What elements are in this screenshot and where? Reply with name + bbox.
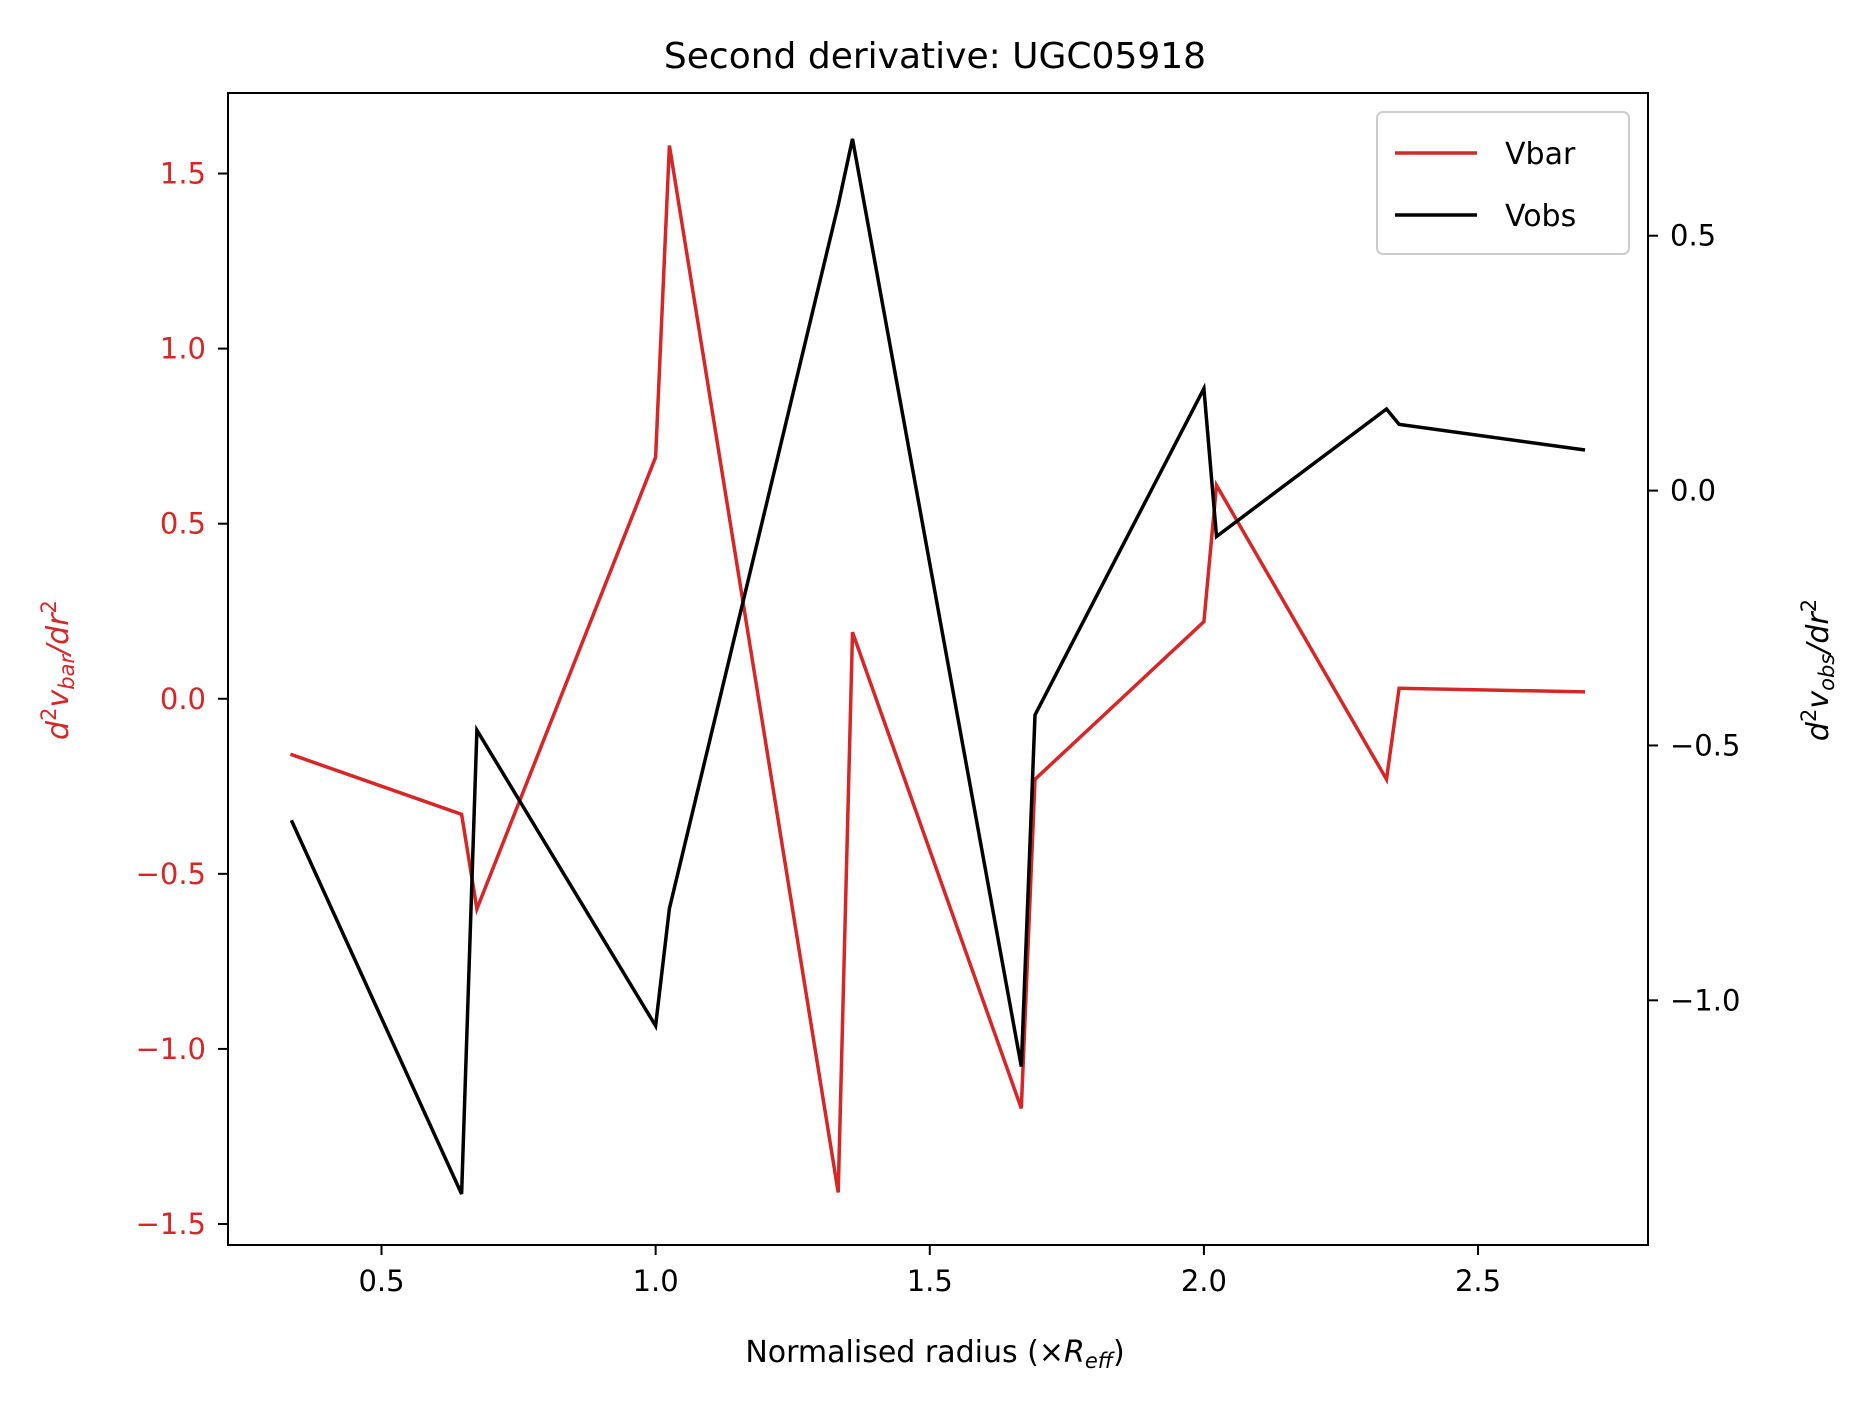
- y-left-tick-label: 1.5: [160, 157, 206, 191]
- x-axis-label-suffix: ): [1113, 1335, 1125, 1370]
- y-right-label-sup1: 2: [1797, 709, 1821, 722]
- x-axis: 0.5 1.0 1.5 2.0 2.5: [358, 1245, 1501, 1298]
- x-axis-label: Normalised radius (×Reff): [745, 1335, 1124, 1373]
- x-tick-label: 1.0: [633, 1264, 679, 1298]
- y-left-label-tail: /dr: [41, 612, 76, 658]
- y-axis-right: −1.0 −0.5 0.0 0.5: [1648, 219, 1740, 1017]
- y-right-label-base: d: [1801, 721, 1836, 741]
- y-axis-left: −1.5 −1.0 −0.5 0.0 0.5 1.0 1.5: [136, 157, 228, 1241]
- y-left-tick-label: 0.5: [160, 507, 206, 541]
- series-line-vbar: [289, 145, 1586, 1193]
- y-axis-right-label: d2vobs/dr2: [1797, 599, 1839, 741]
- y-right-tick-label: 0.5: [1670, 219, 1716, 253]
- x-tick-label: 2.0: [1181, 1264, 1227, 1298]
- series-layer: [289, 138, 1586, 1195]
- y-left-label-base: d: [41, 720, 76, 740]
- y-right-tick-label: −1.0: [1670, 983, 1740, 1017]
- y-left-label-sup1: 2: [37, 708, 61, 721]
- y-axis-left-label: d2vbar/dr2: [37, 600, 79, 740]
- y-left-tick-label: −0.5: [136, 857, 206, 891]
- x-tick-label: 0.5: [358, 1264, 404, 1298]
- y-left-tick-label: 1.0: [160, 332, 206, 366]
- x-axis-label-prefix: Normalised radius (×: [745, 1335, 1064, 1370]
- y-left-label-sub: bar: [55, 654, 79, 690]
- x-axis-label-subscript: eff: [1085, 1349, 1116, 1373]
- plot-frame: [227, 92, 1649, 1246]
- legend-label-vobs: Vobs: [1505, 199, 1576, 234]
- legend: Vbar Vobs: [1376, 111, 1630, 255]
- y-left-tick-label: −1.0: [136, 1032, 206, 1066]
- y-right-tick-label: 0.0: [1670, 474, 1716, 508]
- y-right-label-tail: /dr: [1801, 611, 1836, 657]
- legend-label-vbar: Vbar: [1505, 137, 1576, 172]
- y-right-label-var: v: [1801, 690, 1836, 709]
- x-tick-label: 2.5: [1455, 1264, 1501, 1298]
- y-left-tick-label: 0.0: [160, 682, 206, 716]
- y-right-tick-label: −0.5: [1670, 728, 1740, 762]
- x-axis-label-symbol: R: [1064, 1335, 1085, 1370]
- y-right-label-sub: obs: [1815, 654, 1839, 691]
- chart-title: Second derivative: UGC05918: [664, 36, 1206, 77]
- y-left-label-var: v: [41, 689, 76, 708]
- legend-box: [1376, 111, 1630, 255]
- y-right-label-sup2: 2: [1797, 599, 1821, 612]
- y-left-tick-label: −1.5: [136, 1207, 206, 1241]
- y-left-label-sup2: 2: [37, 600, 61, 613]
- x-tick-label: 1.5: [907, 1264, 953, 1298]
- series-line-vobs: [289, 138, 1586, 1195]
